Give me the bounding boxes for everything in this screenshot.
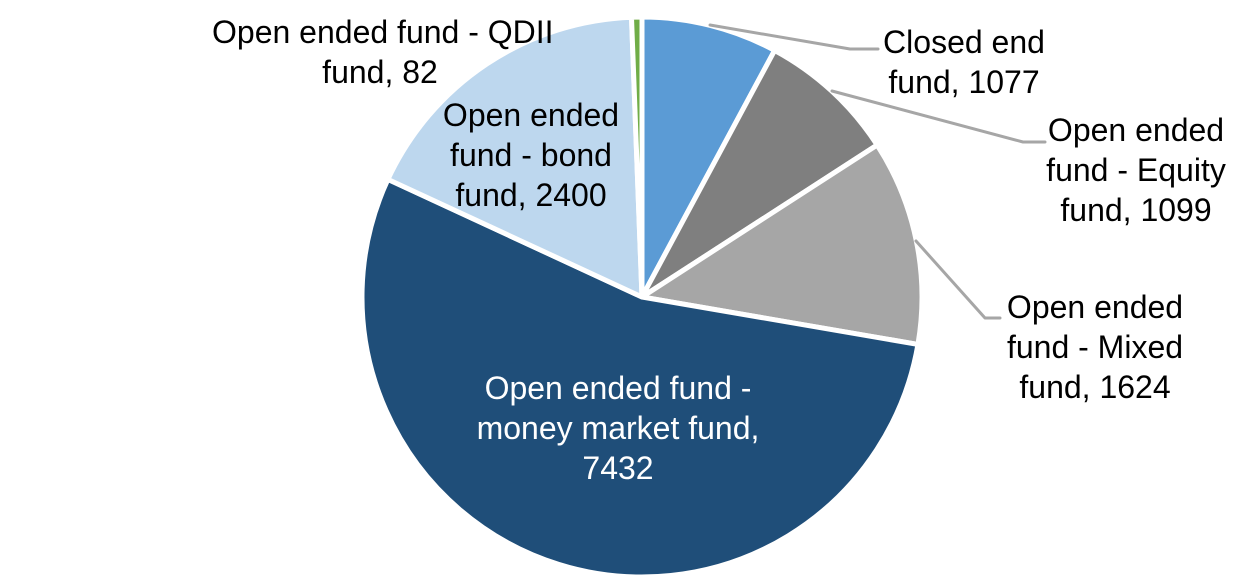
slice-label-line: fund, 1077	[888, 64, 1040, 100]
pie-slice-open-ended-fund-bond-fund[interactable]	[385, 14, 645, 300]
slice-label-line: fund - bond	[450, 137, 612, 173]
slice-label-line: Open ended fund -	[484, 370, 752, 406]
slice-label-line: Open ended fund - QDII	[212, 14, 554, 50]
leader-line-equity-fund	[830, 89, 1047, 144]
slice-label-line: fund - Equity	[1046, 152, 1226, 188]
slice-label-equity-fund: Open ended fund - Equity fund, 1099	[1036, 110, 1236, 230]
slice-label-line: Open ended	[1047, 112, 1225, 148]
slice-label-line: Open ended	[1006, 289, 1184, 325]
slice-label-line: fund, 82	[322, 54, 438, 90]
slice-label-closed-end-fund: Closed end fund, 1077	[864, 22, 1064, 102]
pie-slice-open-ended-fund-qdii-fund[interactable]	[628, 14, 645, 300]
slice-label-line: Closed end	[883, 24, 1045, 60]
slice-label-money-market-fund: Open ended fund - money market fund, 743…	[468, 368, 768, 488]
slice-label-line: fund, 2400	[455, 177, 607, 213]
slice-label-line: 7432	[582, 450, 654, 486]
slice-label-line: money market fund,	[476, 410, 760, 446]
slice-label-line: Open ended	[442, 97, 620, 133]
leader-line-closed-end-fund	[708, 23, 880, 51]
slice-label-line: fund, 1624	[1019, 369, 1171, 405]
leader-line-mixed-fund	[914, 239, 1002, 320]
slice-label-line: fund - Mixed	[1006, 329, 1184, 365]
pie-slice-open-ended-fund-money-market-fund[interactable]	[359, 176, 921, 580]
slice-label-mixed-fund: Open ended fund - Mixed fund, 1624	[995, 287, 1195, 407]
slice-label-qdii-fund: Open ended fund - QDII fund, 82	[212, 12, 554, 92]
slice-label-line: fund, 1099	[1060, 192, 1212, 228]
slice-label-bond-fund: Open ended fund - bond fund, 2400	[431, 95, 631, 215]
